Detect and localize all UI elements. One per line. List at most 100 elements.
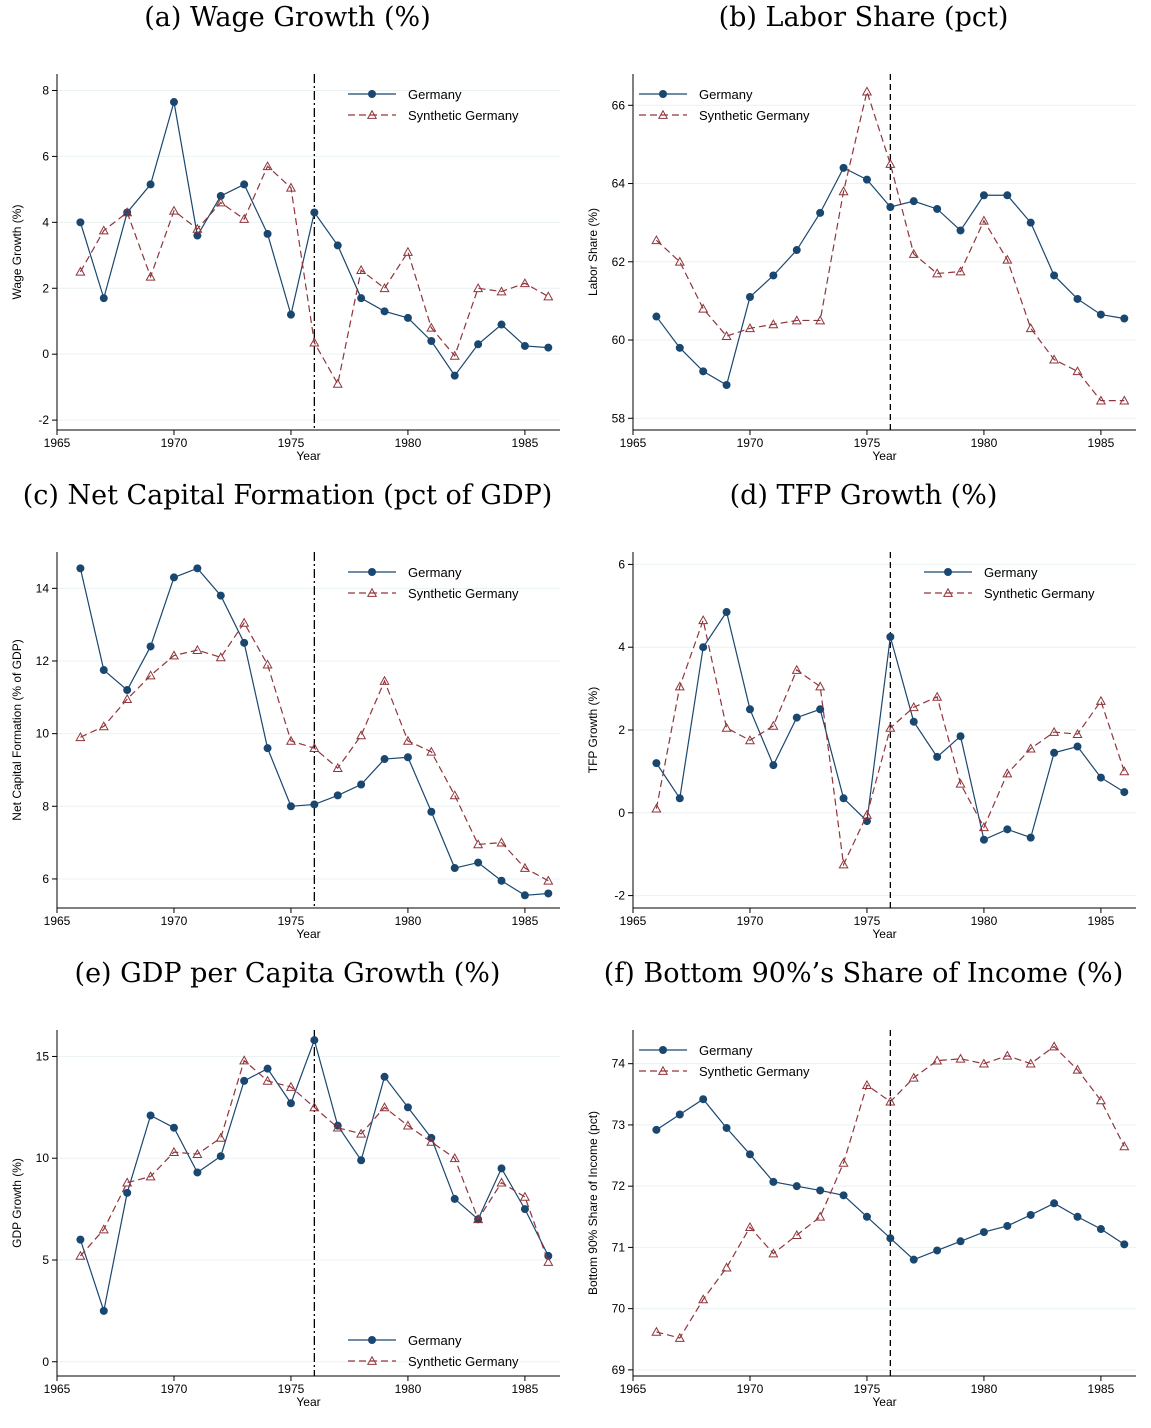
panel-f: (f) Bottom 90%’s Share of Income (%) 196… xyxy=(576,956,1151,1428)
synthetic-data-point xyxy=(815,315,826,325)
synthetic-data-point xyxy=(449,350,460,360)
synthetic-data-point xyxy=(955,1053,966,1063)
synthetic-data-point xyxy=(1119,766,1130,776)
germany-data-point xyxy=(1120,788,1129,797)
germany-data-point xyxy=(1050,271,1059,280)
x-tick-label: 1965 xyxy=(44,436,71,450)
germany-data-point xyxy=(169,98,178,107)
x-tick-label: 1965 xyxy=(44,1382,71,1396)
y-tick-label: 62 xyxy=(612,255,626,269)
synthetic-data-point xyxy=(98,1224,109,1234)
germany-data-point xyxy=(1073,742,1082,751)
germany-data-point xyxy=(403,313,412,322)
germany-data-point xyxy=(1026,1210,1035,1219)
legend-label: Synthetic Germany xyxy=(984,586,1095,601)
germany-data-point xyxy=(497,1164,506,1173)
germany-data-point xyxy=(745,705,754,714)
synthetic-data-point xyxy=(192,223,203,233)
germany-data-point xyxy=(427,807,436,816)
synthetic-data-point xyxy=(932,268,943,278)
germany-data-point xyxy=(474,340,483,349)
synthetic-data-point xyxy=(426,1136,437,1146)
germany-data-point xyxy=(450,1194,459,1203)
chart-c: 1965 1970 1975 1980 1985 6 8 10 12 14 Year Net Capi… xyxy=(10,552,560,941)
x-tick-label: 1970 xyxy=(161,1382,188,1396)
germany-data-point xyxy=(909,717,918,726)
synthetic-data-point xyxy=(1072,1064,1083,1074)
germany-data-point xyxy=(862,1212,871,1221)
legend-marker xyxy=(657,1065,669,1075)
synthetic-data-point xyxy=(239,213,250,223)
x-axis-label: Year xyxy=(872,449,896,463)
germany-data-point xyxy=(497,320,506,329)
germany-data-point xyxy=(675,343,684,352)
synthetic-data-point xyxy=(519,1191,530,1201)
germany-data-point xyxy=(1096,773,1105,782)
germany-data-point xyxy=(1050,748,1059,757)
synthetic-data-point xyxy=(1049,354,1060,364)
germany-data-point xyxy=(193,1168,202,1177)
legend-marker xyxy=(368,90,376,98)
synthetic-series-line xyxy=(656,1045,1125,1339)
x-tick-label: 1980 xyxy=(395,914,422,928)
y-tick-label: 0 xyxy=(42,347,49,361)
germany-data-point xyxy=(263,744,272,753)
chart-e: 1965 1970 1975 1980 1985 0 5 10 15 Year GDP Growth… xyxy=(10,1030,560,1409)
panel-b: (b) Labor Share (pct) 1965 1970 1975 1980 19… xyxy=(576,0,1151,472)
synthetic-data-point xyxy=(651,1326,662,1336)
synthetic-data-point xyxy=(75,266,86,276)
synthetic-data-point xyxy=(861,86,873,96)
synthetic-data-point xyxy=(402,735,413,745)
germany-data-point xyxy=(652,759,661,768)
panel-title: (e) GDP per Capita Growth (%) xyxy=(74,958,501,989)
germany-data-point xyxy=(1003,825,1012,834)
synthetic-data-point xyxy=(1049,726,1060,736)
x-tick-label: 1980 xyxy=(395,436,422,450)
synthetic-data-point xyxy=(426,746,437,756)
synthetic-data-point xyxy=(744,1221,756,1232)
synthetic-data-point xyxy=(885,1096,896,1106)
germany-data-point xyxy=(933,752,942,761)
synthetic-data-point xyxy=(1072,728,1083,738)
germany-data-point xyxy=(1096,1225,1105,1234)
y-tick-label: 71 xyxy=(612,1240,626,1254)
germany-data-point xyxy=(403,1103,412,1112)
germany-data-point xyxy=(933,204,942,213)
germany-data-point xyxy=(99,294,108,303)
synthetic-data-point xyxy=(1002,254,1013,264)
germany-data-point xyxy=(792,713,801,722)
germany-data-point xyxy=(909,197,918,206)
x-tick-label: 1970 xyxy=(737,436,764,450)
y-tick-label: 8 xyxy=(42,799,49,813)
synthetic-data-point xyxy=(379,675,390,685)
x-axis-label: Year xyxy=(296,1395,320,1409)
panel-e: (e) GDP per Capita Growth (%) 1965 1970 19… xyxy=(0,956,575,1428)
synthetic-data-point xyxy=(122,693,133,703)
synthetic-data-point xyxy=(496,1177,507,1187)
germany-data-point xyxy=(862,175,871,184)
germany-data-point xyxy=(909,1255,918,1264)
synthetic-data-point xyxy=(721,722,732,732)
germany-data-point xyxy=(886,632,895,641)
germany-data-point xyxy=(745,292,754,301)
germany-data-point xyxy=(956,1237,965,1246)
synthetic-data-point xyxy=(543,875,554,885)
germany-data-point xyxy=(310,208,319,217)
germany-data-point xyxy=(169,573,178,582)
y-axis-label: Bottom 90% Share of Income (pct) xyxy=(586,1111,600,1295)
germany-data-point xyxy=(1073,1212,1082,1221)
germany-data-point xyxy=(544,343,553,352)
x-tick-label: 1975 xyxy=(854,914,881,928)
synthetic-data-point xyxy=(262,161,273,171)
synthetic-data-point xyxy=(402,1120,413,1130)
panel-a: (a) Wage Growth (%) 1965 1970 1975 1980 1985… xyxy=(0,0,575,472)
synthetic-series-line xyxy=(655,89,1125,402)
germany-data-point xyxy=(427,337,436,345)
synthetic-data-point xyxy=(332,762,343,773)
x-tick-label: 1965 xyxy=(44,914,71,928)
germany-data-point xyxy=(263,229,272,238)
synthetic-data-point xyxy=(192,644,203,654)
synthetic-data-point xyxy=(215,1132,226,1142)
germany-data-point xyxy=(380,755,389,764)
chart-d: 1965 1970 1975 1980 1985 -2 0 2 4 6 Year TFP Growth… xyxy=(586,552,1136,941)
